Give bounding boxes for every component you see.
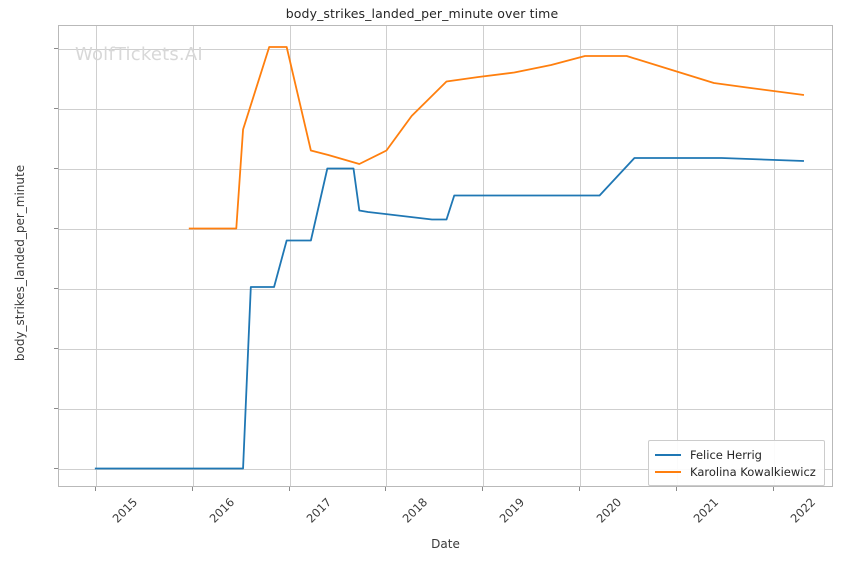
- gridline-vertical: [386, 26, 388, 486]
- x-tick-label: 2020: [593, 495, 625, 526]
- x-tick-label: 2019: [496, 495, 528, 526]
- gridline-vertical: [773, 26, 775, 486]
- gridline-vertical: [95, 26, 97, 486]
- series-lines: [94, 46, 805, 470]
- gridline-vertical: [483, 26, 485, 486]
- y-tick-mark: [54, 227, 58, 229]
- x-tick-label: 2017: [303, 495, 334, 526]
- x-tick-mark: [94, 487, 96, 491]
- x-tick-mark: [676, 487, 678, 491]
- x-tick-mark: [288, 487, 290, 491]
- legend-item[interactable]: Felice Herrig: [655, 446, 816, 463]
- gridline-horizontal: [59, 168, 832, 170]
- legend-label: Karolina Kowalkiewicz: [690, 464, 816, 479]
- gridline-horizontal: [59, 288, 832, 290]
- y-tick-mark: [54, 407, 58, 409]
- series-line: [94, 157, 805, 470]
- x-tick-label: 2021: [690, 495, 722, 526]
- y-axis-label: body_strikes_landed_per_minute: [13, 164, 27, 362]
- gridline-horizontal: [59, 408, 832, 410]
- gridline-vertical: [192, 26, 194, 486]
- plot-area: WolfTickets.AI: [58, 25, 833, 487]
- gridline-vertical: [580, 26, 582, 486]
- x-tick-label: 2018: [399, 495, 431, 526]
- chart-legend[interactable]: Felice Herrig Karolina Kowalkiewicz: [648, 440, 825, 486]
- y-tick-mark: [54, 107, 58, 109]
- legend-label: Felice Herrig: [690, 447, 762, 462]
- y-tick-mark: [54, 167, 58, 169]
- y-tick-mark: [54, 467, 58, 469]
- y-tick-mark: [54, 47, 58, 49]
- x-tick-label: 2016: [206, 495, 237, 526]
- x-tick-mark: [385, 487, 387, 491]
- gridline-vertical: [677, 26, 679, 486]
- x-tick-label: 2015: [109, 495, 140, 526]
- legend-item[interactable]: Karolina Kowalkiewicz: [655, 463, 816, 480]
- legend-color-swatch: [655, 453, 681, 456]
- x-tick-label: 2022: [787, 495, 819, 526]
- series-line: [188, 46, 805, 230]
- gridline-horizontal: [59, 468, 832, 470]
- x-tick-mark: [191, 487, 193, 491]
- x-tick-mark: [772, 487, 774, 491]
- chart-title: body_strikes_landed_per_minute over time: [285, 6, 559, 21]
- gridline-horizontal: [59, 48, 832, 50]
- x-tick-mark: [579, 487, 581, 491]
- y-tick-mark: [54, 287, 58, 289]
- gridline-horizontal: [59, 348, 832, 350]
- gridline-horizontal: [59, 108, 832, 110]
- gridline-vertical: [289, 26, 291, 486]
- y-tick-mark: [54, 347, 58, 349]
- x-axis-label: Date: [431, 537, 460, 551]
- gridline-horizontal: [59, 228, 832, 230]
- legend-color-swatch: [655, 470, 681, 473]
- x-tick-mark: [482, 487, 484, 491]
